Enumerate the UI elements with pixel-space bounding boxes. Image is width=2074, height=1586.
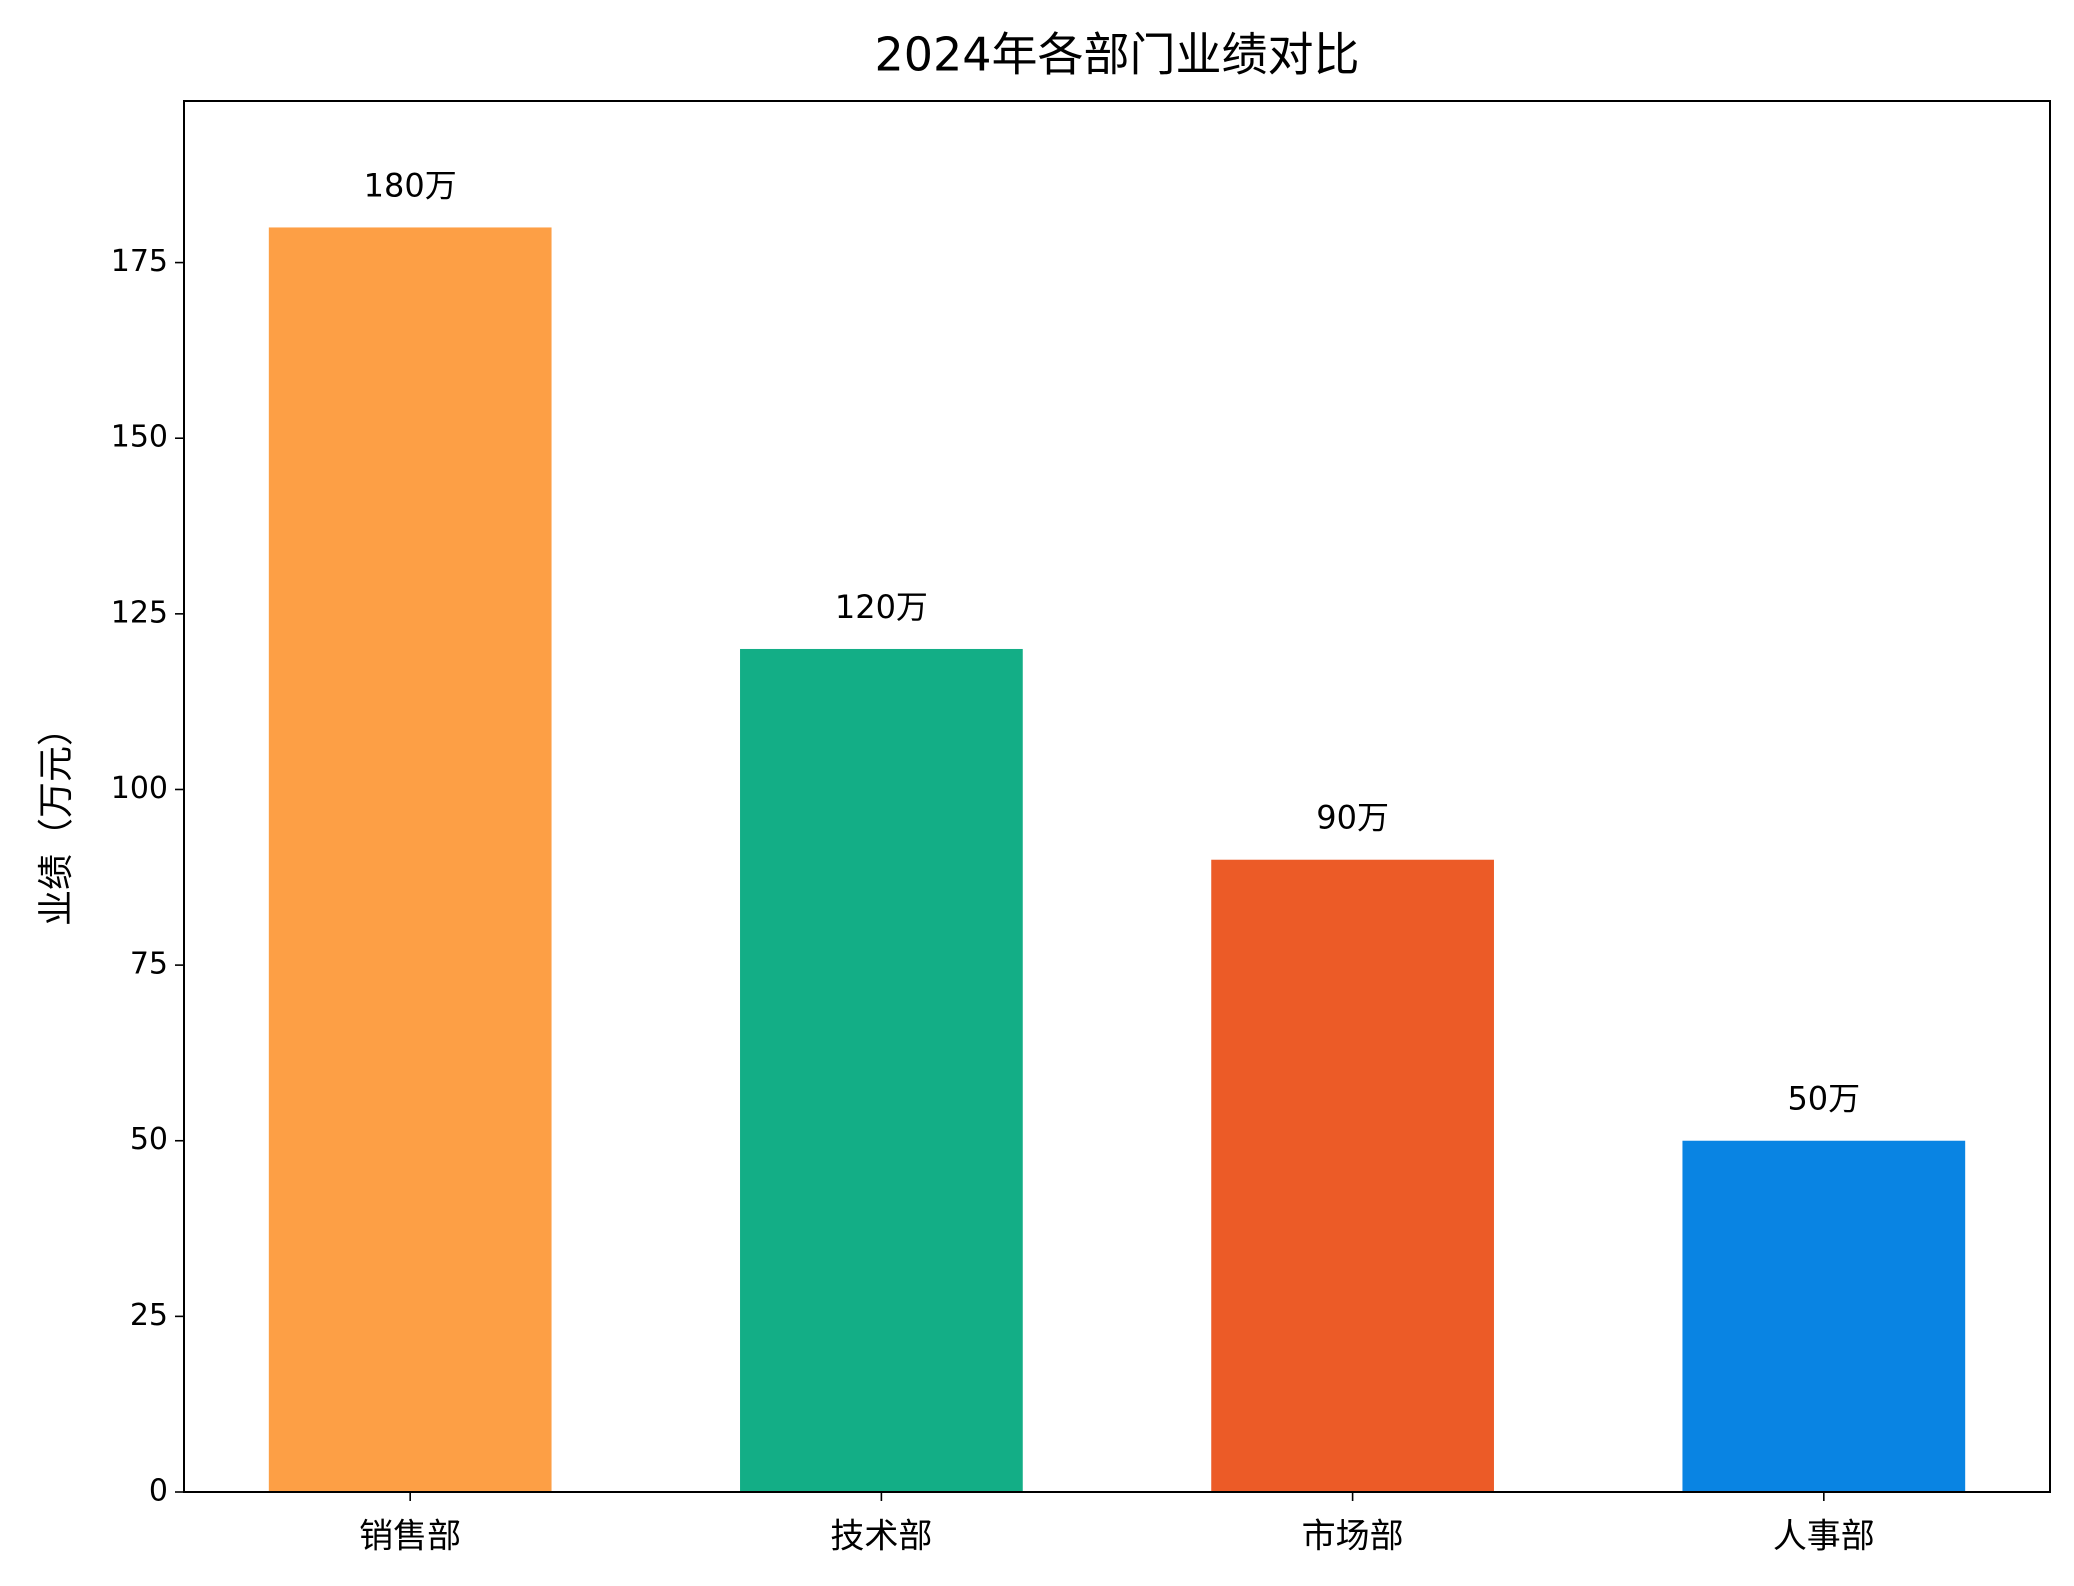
y-tick-label: 75 bbox=[130, 947, 168, 982]
x-tick-label: 人事部 bbox=[1773, 1517, 1875, 1557]
bar bbox=[740, 648, 1023, 1492]
value-label: 120万 bbox=[835, 588, 928, 626]
y-tick-label: 150 bbox=[111, 420, 168, 455]
x-tick-label: 市场部 bbox=[1302, 1517, 1404, 1557]
bar bbox=[1211, 859, 1494, 1492]
y-tick-label: 125 bbox=[111, 595, 168, 630]
value-label: 50万 bbox=[1787, 1080, 1860, 1118]
chart-title: 2024年各部门业绩对比 bbox=[874, 28, 1359, 82]
y-tick-label: 25 bbox=[130, 1298, 168, 1333]
plot-frame bbox=[183, 100, 2051, 1493]
y-tick-label: 100 bbox=[111, 771, 168, 806]
bar bbox=[268, 227, 552, 1492]
value-label: 90万 bbox=[1316, 799, 1389, 837]
bar bbox=[1682, 1140, 1966, 1492]
value-label: 180万 bbox=[364, 166, 457, 204]
x-tick-label: 销售部 bbox=[359, 1517, 461, 1557]
y-tick-label: 0 bbox=[149, 1474, 168, 1509]
y-axis-label: 业绩（万元） bbox=[36, 710, 77, 926]
y-tick-label: 50 bbox=[130, 1122, 168, 1157]
y-tick-label: 175 bbox=[111, 244, 168, 279]
x-tick-label: 技术部 bbox=[830, 1517, 932, 1557]
